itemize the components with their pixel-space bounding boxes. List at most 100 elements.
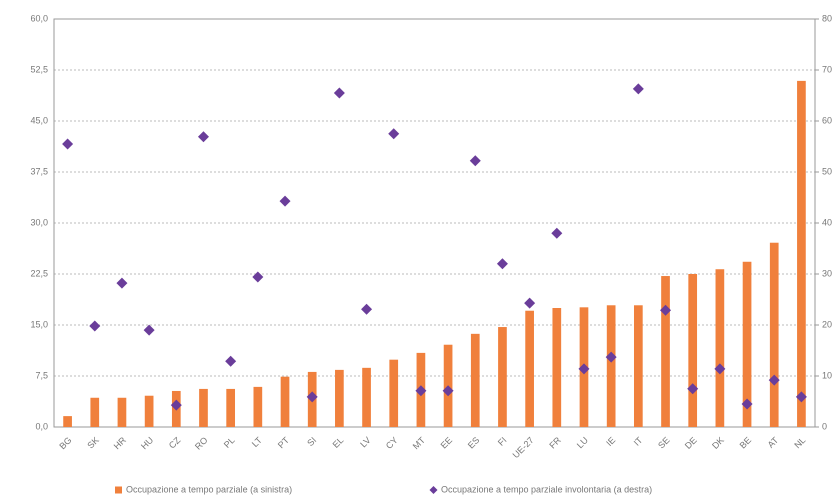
bar xyxy=(633,305,643,427)
bar xyxy=(280,376,290,427)
bar xyxy=(525,310,534,427)
bar xyxy=(362,367,371,427)
x-tick-label: MT xyxy=(411,435,428,452)
diamond-marker xyxy=(524,297,536,309)
bar xyxy=(498,327,507,427)
diamond-marker xyxy=(632,83,644,95)
y2-tick-label: 10 xyxy=(822,370,832,380)
diamond-marker xyxy=(714,363,726,375)
y2-tick-label: 50 xyxy=(822,166,832,176)
bar xyxy=(742,261,752,427)
bar xyxy=(688,274,698,427)
x-tick-label: CY xyxy=(384,435,400,451)
bar xyxy=(335,369,344,427)
x-tick-label: IT xyxy=(632,435,645,448)
diamond-marker xyxy=(143,324,155,336)
diamond-marker xyxy=(388,128,400,140)
y-tick-label: 7,5 xyxy=(35,370,48,380)
y-tick-label: 52,5 xyxy=(30,64,48,74)
plot-frame xyxy=(53,18,816,428)
y-tick-label: 22,5 xyxy=(30,268,48,278)
diamond-marker xyxy=(496,258,508,270)
x-tick-label: PL xyxy=(222,435,237,450)
x-tick-label: FR xyxy=(547,435,563,451)
x-tick-label: FI xyxy=(496,435,509,448)
bar xyxy=(117,397,127,427)
x-tick-label: PT xyxy=(276,435,292,451)
diamond-marker xyxy=(197,131,209,143)
diamond-marker xyxy=(333,87,345,99)
x-tick-label: SI xyxy=(305,435,318,448)
diamond-marker xyxy=(687,383,699,395)
legend-swatch xyxy=(429,486,438,494)
y-tick-label: 60,0 xyxy=(30,13,48,23)
diamond-marker xyxy=(252,271,264,283)
bar xyxy=(253,386,263,427)
x-tick-label: LT xyxy=(250,435,264,449)
x-tick-label: RO xyxy=(193,435,210,452)
legend-swatch xyxy=(115,486,122,494)
y-tick-label: 37,5 xyxy=(30,166,48,176)
bar xyxy=(90,397,100,427)
y2-tick-label: 40 xyxy=(822,217,832,227)
y2-tick-label: 70 xyxy=(822,64,832,74)
x-tick-label: HR xyxy=(112,435,129,452)
x-tick-label: DK xyxy=(710,435,726,451)
y2-tick-label: 60 xyxy=(822,115,832,125)
diamond-marker xyxy=(578,363,590,375)
diamond-marker xyxy=(768,374,780,386)
x-tick-label: DE xyxy=(683,435,699,451)
x-tick-label: HU xyxy=(139,435,155,451)
x-tick-label: NL xyxy=(792,435,807,450)
y2-tick-label: 0 xyxy=(822,421,827,431)
x-tick-label: AT xyxy=(766,435,781,450)
diamond-marker xyxy=(279,195,291,207)
diamond-marker xyxy=(442,385,454,397)
bar xyxy=(606,305,616,427)
diamond-marker xyxy=(551,227,563,239)
y2-tick-label: 30 xyxy=(822,268,832,278)
bar xyxy=(199,388,208,427)
diamond-marker xyxy=(225,355,237,367)
x-tick-label: EE xyxy=(439,435,455,451)
y-tick-label: 15,0 xyxy=(30,319,48,329)
diamond-marker xyxy=(361,303,373,315)
diamond-marker xyxy=(306,391,318,403)
bar xyxy=(797,80,806,427)
diamond-marker xyxy=(660,304,672,316)
bar xyxy=(769,242,779,427)
x-tick-label: UE-27 xyxy=(511,435,536,460)
diamond-marker xyxy=(605,351,617,363)
x-tick-label: CZ xyxy=(167,435,183,451)
bar xyxy=(552,308,562,427)
y-tick-label: 30,0 xyxy=(30,217,48,227)
x-tick-label: EL xyxy=(331,435,346,450)
x-tick-label: SK xyxy=(85,435,101,451)
bar xyxy=(470,333,480,427)
diamond-marker xyxy=(116,277,128,289)
y2-tick-label: 80 xyxy=(822,13,832,23)
x-tick-label: IE xyxy=(604,435,617,448)
legend-label: Occupazione a tempo parziale (a sinistra… xyxy=(126,484,292,494)
x-tick-label: BG xyxy=(57,435,73,451)
x-tick-label: ES xyxy=(466,435,482,451)
x-tick-label: SE xyxy=(656,435,672,451)
diamond-marker xyxy=(170,399,182,411)
y2-tick-label: 20 xyxy=(822,319,832,329)
x-tick-label: LU xyxy=(575,435,590,450)
diamond-marker xyxy=(62,138,74,150)
bar xyxy=(226,388,236,427)
bar xyxy=(144,395,154,427)
diamond-marker xyxy=(795,391,807,403)
y-tick-label: 45,0 xyxy=(30,115,48,125)
bar xyxy=(63,416,72,427)
x-tick-label: LV xyxy=(358,435,372,449)
x-tick-label: BE xyxy=(738,435,754,451)
legend-label: Occupazione a tempo parziale involontari… xyxy=(441,484,652,494)
diamond-marker xyxy=(415,385,427,397)
diamond-marker xyxy=(741,398,753,410)
bar xyxy=(661,276,670,427)
diamond-marker xyxy=(89,320,101,332)
y-tick-label: 0,0 xyxy=(35,421,48,431)
